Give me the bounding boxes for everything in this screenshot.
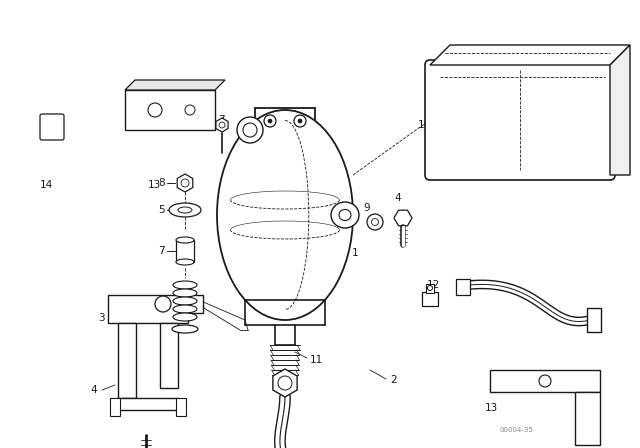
Ellipse shape [176,237,194,243]
Circle shape [185,105,195,115]
Text: 7: 7 [218,115,225,125]
Circle shape [264,115,276,127]
Ellipse shape [173,281,197,289]
Circle shape [294,115,306,127]
Ellipse shape [237,117,263,143]
Polygon shape [125,90,215,130]
Text: 6: 6 [252,135,259,145]
Ellipse shape [173,297,197,305]
Text: 11: 11 [310,355,323,365]
Ellipse shape [172,325,198,333]
Text: 4: 4 [394,193,401,203]
Bar [456,279,470,295]
Ellipse shape [173,305,197,313]
Circle shape [155,296,171,312]
Text: 6: 6 [158,296,164,306]
Bar [118,398,178,410]
Ellipse shape [173,289,197,297]
FancyBboxPatch shape [40,114,64,140]
Text: 9: 9 [363,203,370,213]
Text: 2: 2 [390,375,397,385]
Ellipse shape [217,110,353,320]
Text: 1: 1 [352,248,358,258]
Circle shape [278,376,292,390]
Ellipse shape [178,207,192,213]
Circle shape [428,285,433,290]
Text: 13: 13 [485,403,499,413]
Ellipse shape [243,123,257,137]
Text: 13: 13 [148,180,161,190]
Text: 8: 8 [158,178,164,188]
Ellipse shape [176,259,194,265]
Circle shape [219,122,225,128]
Ellipse shape [331,202,359,228]
Circle shape [539,375,551,387]
Circle shape [268,119,272,123]
Ellipse shape [169,203,201,217]
Text: 4: 4 [90,385,97,395]
Circle shape [148,103,162,117]
Bar [176,398,186,416]
Text: 00004-35: 00004-35 [500,427,534,433]
Circle shape [371,219,378,225]
Polygon shape [575,392,600,445]
Text: 12: 12 [427,280,440,290]
Bar [176,240,194,262]
Polygon shape [430,45,630,65]
Bar [118,323,136,398]
Ellipse shape [173,313,197,321]
Bar [160,323,178,388]
Text: 5: 5 [332,195,339,205]
Polygon shape [610,45,630,175]
Circle shape [298,119,302,123]
Polygon shape [125,80,225,90]
Bar [426,284,434,293]
Circle shape [367,214,383,230]
Ellipse shape [339,210,351,220]
Bar [110,398,120,416]
Bar [587,308,601,332]
Polygon shape [108,295,203,323]
Text: 7: 7 [158,246,164,256]
Text: 5: 5 [158,205,164,215]
Bar [422,292,438,306]
Circle shape [181,179,189,187]
Text: 14: 14 [40,180,53,190]
Text: 10: 10 [418,120,431,130]
Bar [490,370,600,392]
Text: 3: 3 [98,313,104,323]
FancyBboxPatch shape [425,60,615,180]
